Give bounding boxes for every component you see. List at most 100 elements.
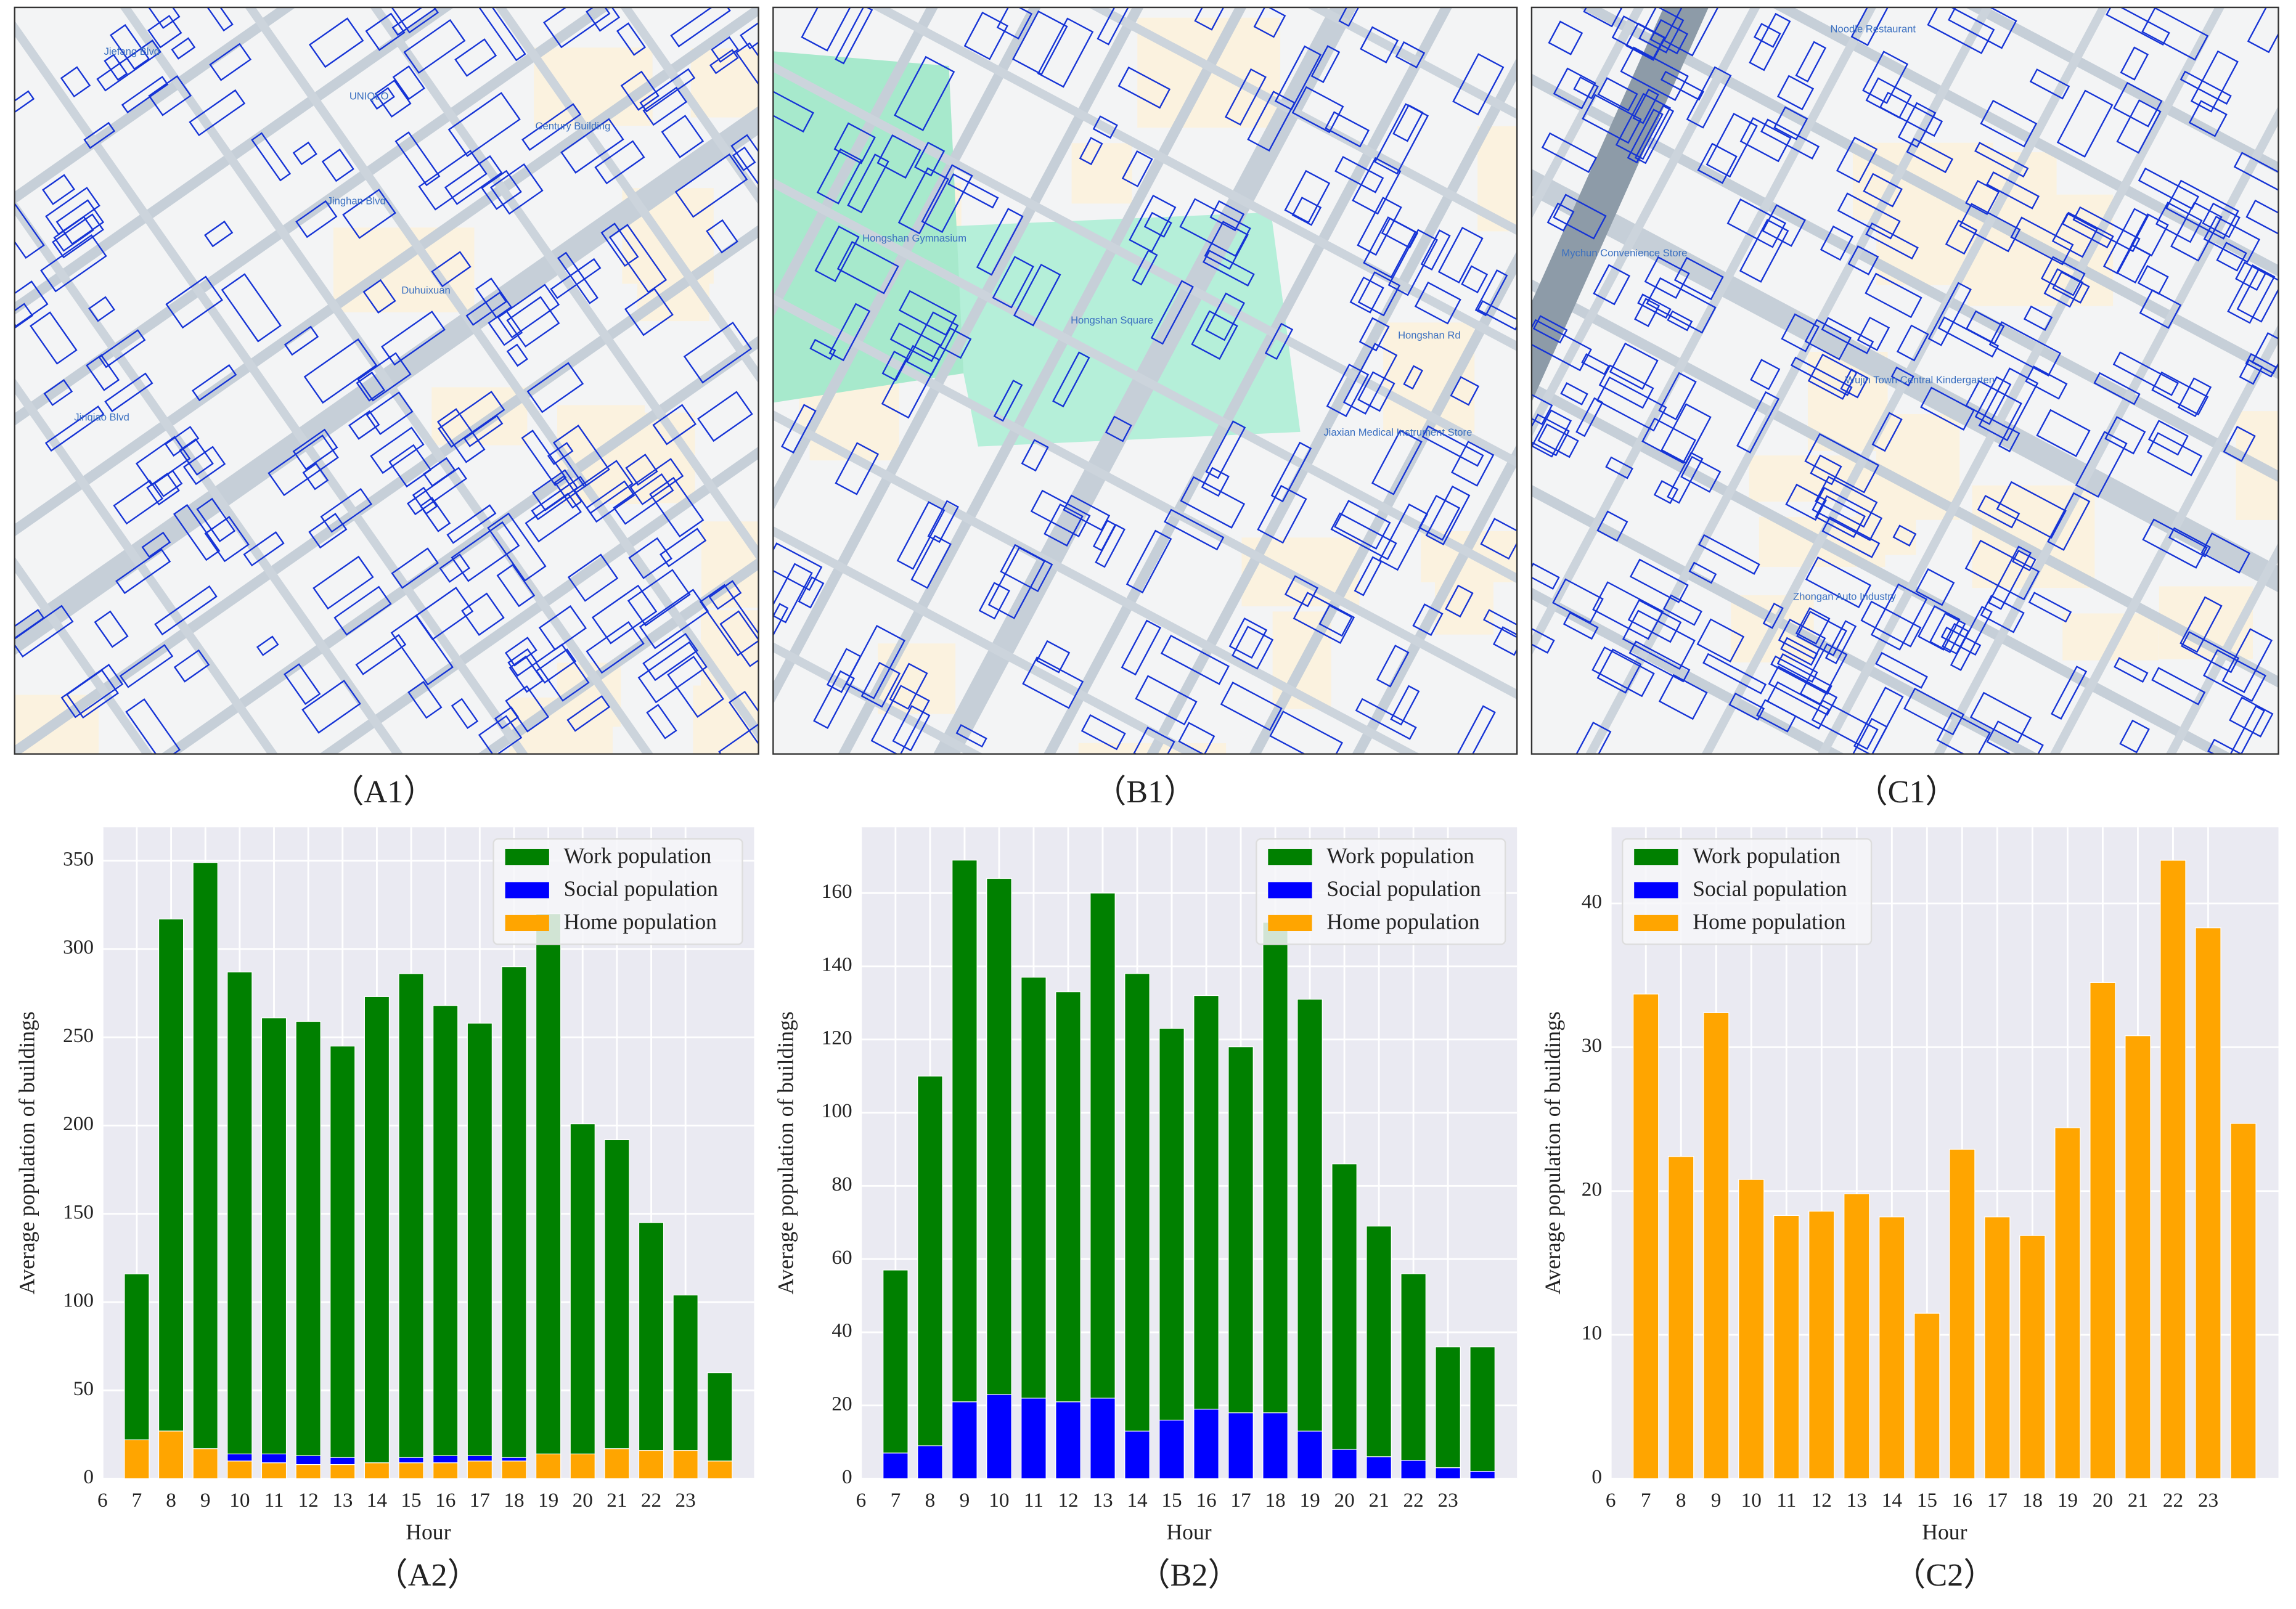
legend-label: Work population: [564, 843, 712, 868]
building-outline: [451, 698, 479, 730]
building-outline: [1081, 714, 1126, 751]
building-outline: [1929, 612, 1966, 653]
y-tick-label: 60: [831, 1246, 852, 1269]
road: [14, 20, 529, 754]
building-outline: [164, 426, 200, 457]
building-outline: [1531, 409, 1572, 458]
building-outline: [1205, 292, 1245, 341]
bar-segment: [638, 1450, 664, 1480]
bar-segment: [192, 1448, 218, 1480]
bar-segment: [1193, 1409, 1219, 1480]
building-outline: [963, 11, 1008, 60]
bar-segment: [295, 1455, 321, 1465]
building-outline: [730, 134, 759, 188]
building-outline: [302, 462, 329, 491]
bar-segment: [1262, 922, 1288, 1414]
building-outline: [55, 199, 105, 245]
building-outline: [1371, 430, 1423, 495]
building-outline: [1531, 319, 1592, 372]
x-tick-label: 17: [470, 1489, 490, 1512]
building-outline: [1632, 88, 1659, 124]
bar-segment: [192, 862, 218, 1449]
legend-label: Work population: [1326, 843, 1474, 868]
building-outline: [628, 537, 672, 579]
bar-segment: [467, 1460, 492, 1480]
building-outline: [348, 410, 380, 440]
building-outline: [292, 141, 317, 166]
bar-segment: [1773, 1215, 1800, 1480]
map-label: Mychun Convenience Store: [1561, 247, 1687, 259]
y-axis-label: Average population of buildings: [1540, 1011, 1565, 1294]
bar-segment: [1469, 1471, 1495, 1480]
bar-segment: [1021, 977, 1047, 1399]
building-outline: [1454, 705, 1496, 754]
building-outline: [889, 662, 928, 710]
bar-segment: [364, 996, 390, 1464]
building-outline: [320, 487, 373, 533]
bar-segment: [1331, 1163, 1357, 1450]
building-outline: [976, 208, 1024, 276]
building-outline: [1750, 359, 1781, 391]
building-outline: [461, 592, 505, 636]
building-outline: [496, 564, 536, 608]
building-outline: [2025, 365, 2068, 400]
building-outline: [481, 169, 522, 210]
bar-segment: [1159, 1028, 1185, 1421]
building-outline: [1330, 512, 1397, 560]
building-outline: [96, 39, 161, 92]
building-outline: [543, 7, 611, 49]
building-outline: [412, 486, 438, 515]
building-outline: [465, 291, 507, 326]
y-tick-label: 0: [1591, 1465, 1602, 1488]
building-outline: [1815, 495, 1866, 539]
building-outline: [649, 476, 705, 538]
building-outline: [1846, 717, 1888, 754]
building-outline: [2170, 202, 2223, 262]
x-tick-label: 17: [1987, 1489, 2008, 1512]
bar-segment: [261, 1453, 287, 1464]
building-outline: [444, 155, 503, 205]
legend-label: Home population: [1326, 909, 1480, 934]
building-outline: [2114, 657, 2149, 683]
building-outline: [431, 251, 472, 288]
bar-segment: [398, 1462, 424, 1480]
building-outline: [2151, 667, 2206, 706]
x-tick-label: 12: [1812, 1489, 1832, 1512]
bar-segment: [1159, 1419, 1185, 1480]
building-outline: [1853, 686, 1904, 754]
building-outline: [1998, 426, 2020, 453]
map-block: [690, 48, 759, 118]
bar-segment: [124, 1439, 150, 1480]
x-tick-label: 14: [1127, 1489, 1148, 1512]
building-outline: [526, 362, 584, 413]
building-outline: [1697, 534, 1760, 575]
building-outline: [1257, 484, 1307, 544]
bar-segment: [986, 878, 1012, 1395]
map-label: Wujin Town Central Kindergarten: [1845, 374, 1995, 386]
building-outline: [1264, 322, 1294, 360]
road: [1307, 7, 1518, 120]
x-tick-label: 19: [2057, 1489, 2078, 1512]
building-outline: [1770, 655, 1832, 695]
building-outline: [1412, 603, 1444, 637]
building-outline: [627, 569, 691, 627]
building-outline: [251, 132, 292, 182]
building-outline: [1349, 276, 1384, 314]
building-outline: [1247, 91, 1296, 152]
building-outline: [1847, 245, 1879, 275]
map: Mychun Convenience Store Noodle Restauran…: [1531, 7, 2279, 754]
building-outline: [475, 277, 512, 319]
building-outline: [2202, 202, 2241, 238]
building-outline: [1641, 417, 1696, 464]
building-outline: [2227, 264, 2276, 324]
building-outline: [639, 589, 709, 650]
building-outline: [1820, 225, 1853, 261]
building-outline: [1395, 41, 1426, 68]
x-tick-label: 10: [1741, 1489, 1762, 1512]
building-outline: [1126, 529, 1172, 594]
building-outline: [642, 632, 698, 682]
building-outline: [1342, 343, 1398, 415]
bar-segment: [1090, 1398, 1116, 1480]
building-outline: [586, 621, 645, 674]
legend-box: [1256, 838, 1506, 945]
